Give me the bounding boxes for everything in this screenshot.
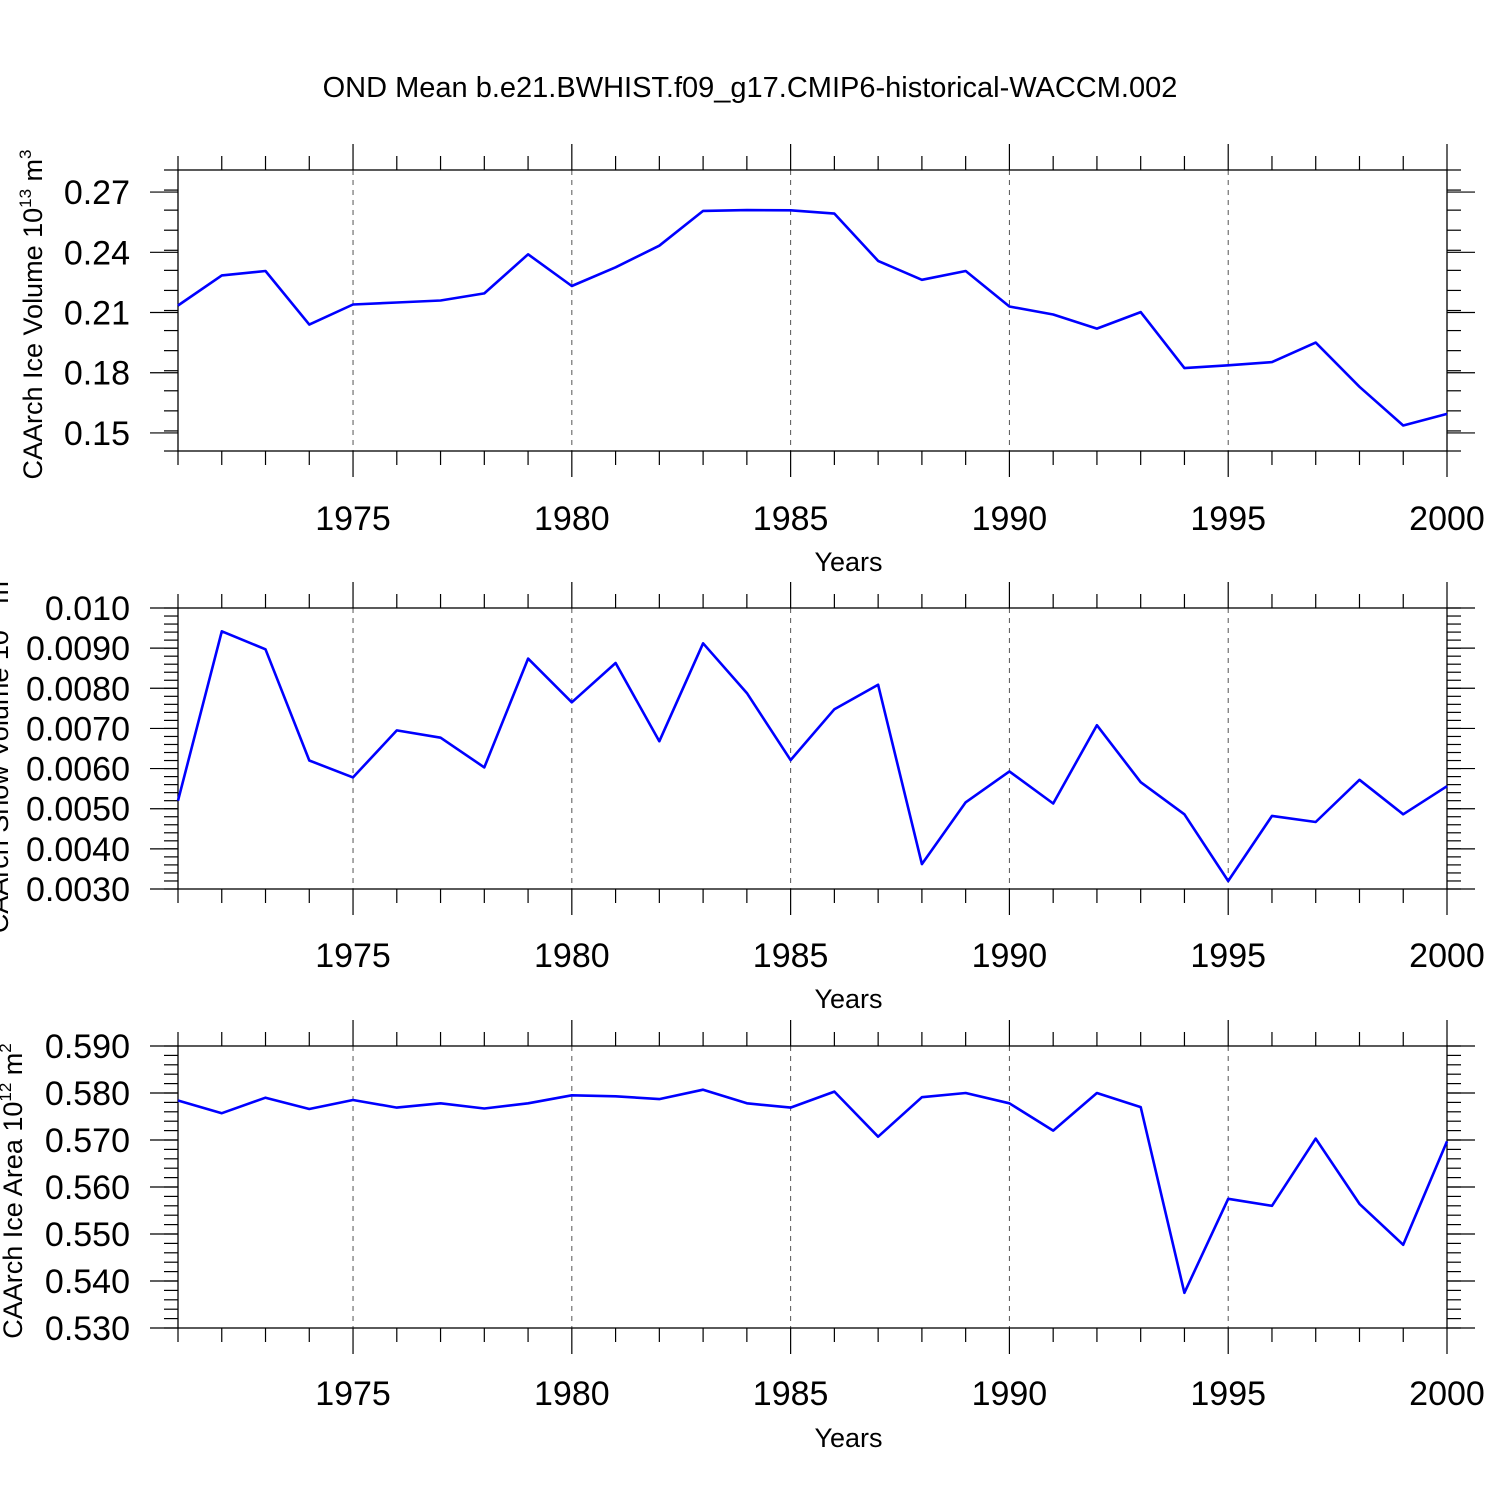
- y-tick-label: 0.24: [64, 234, 130, 272]
- x-tick-label: 1980: [534, 1375, 610, 1413]
- y-tick-label: 0.550: [45, 1216, 130, 1254]
- x-tick-label: 1990: [972, 937, 1048, 975]
- x-tick-label: 1975: [315, 500, 391, 538]
- chart-panel-ice-area: 1975 1980 1985 1990 1995 2000 Years 0.530 0.540 0…: [0, 1020, 1485, 1453]
- x-axis-label: Years: [814, 1423, 882, 1453]
- y-tick-label: 0.580: [45, 1075, 130, 1113]
- x-tick-label: 1985: [753, 937, 829, 975]
- y-axis-label: CAArch Ice Volume 1013 m3: [16, 149, 48, 479]
- x-tick-label: 1975: [315, 937, 391, 975]
- x-tick-label: 1975: [315, 1375, 391, 1413]
- x-tick-label: 1995: [1190, 937, 1266, 975]
- y-tick-label: 0.15: [64, 415, 130, 453]
- x-tick-label: 2000: [1409, 500, 1485, 538]
- x-axis-label: Years: [814, 984, 882, 1014]
- series-line-ice-volume: [177, 208, 1448, 427]
- y-tick-label: 0.0080: [26, 670, 130, 708]
- y-tick-label: 0.18: [64, 355, 130, 393]
- x-axis-label: Years: [814, 547, 882, 577]
- y-tick-label: 0.570: [45, 1122, 130, 1160]
- y-tick-label: 0.21: [64, 295, 130, 333]
- x-tick-label: 2000: [1409, 1375, 1485, 1413]
- y-tick-label: 0.540: [45, 1263, 130, 1301]
- y-tick-label: 0.0070: [26, 710, 130, 748]
- x-tick-label: 1990: [972, 1375, 1048, 1413]
- y-tick-label: 0.0030: [26, 871, 130, 909]
- x-tick-label: 1990: [972, 500, 1048, 538]
- y-tick-label: 0.590: [45, 1028, 130, 1066]
- x-tick-label: 1985: [753, 1375, 829, 1413]
- y-tick-label: 0.0040: [26, 831, 130, 869]
- x-tick-label: 1995: [1190, 1375, 1266, 1413]
- x-tick-label: 1980: [534, 500, 610, 538]
- plot-frame: [177, 607, 1448, 890]
- x-tick-label: 1995: [1190, 500, 1266, 538]
- y-axis-label: CAArch Snow Volume 1013 m3: [0, 572, 14, 934]
- x-tick-label: 2000: [1409, 937, 1485, 975]
- y-tick-label: 0.0090: [26, 630, 130, 668]
- x-tick-label: 1980: [534, 937, 610, 975]
- plot-frame: [177, 1045, 1448, 1329]
- y-tick-label: 0.010: [45, 590, 130, 628]
- chart-panel-snow-volume: 1975 1980 1985 1990 1995 2000 Years 0.00300.004…: [0, 572, 1485, 1014]
- figure-title: OND Mean b.e21.BWHIST.f09_g17.CMIP6-hist…: [323, 72, 1178, 104]
- y-tick-label: 0.530: [45, 1310, 130, 1348]
- x-tick-label: 1985: [753, 500, 829, 538]
- y-tick-label: 0.560: [45, 1169, 130, 1207]
- y-tick-label: 0.0050: [26, 791, 130, 829]
- chart-panel-ice-volume: 1975 1980 1985 1990 1995 2000 Years 0.15 0.18 0.2…: [16, 144, 1485, 577]
- series-line-snow-volume: [176, 629, 1448, 883]
- y-tick-label: 0.27: [64, 174, 130, 212]
- y-axis-label: CAArch Ice Area 1012 m2: [0, 1043, 28, 1339]
- series-line-ice-area: [177, 1088, 1449, 1295]
- y-tick-label: 0.0060: [26, 751, 130, 789]
